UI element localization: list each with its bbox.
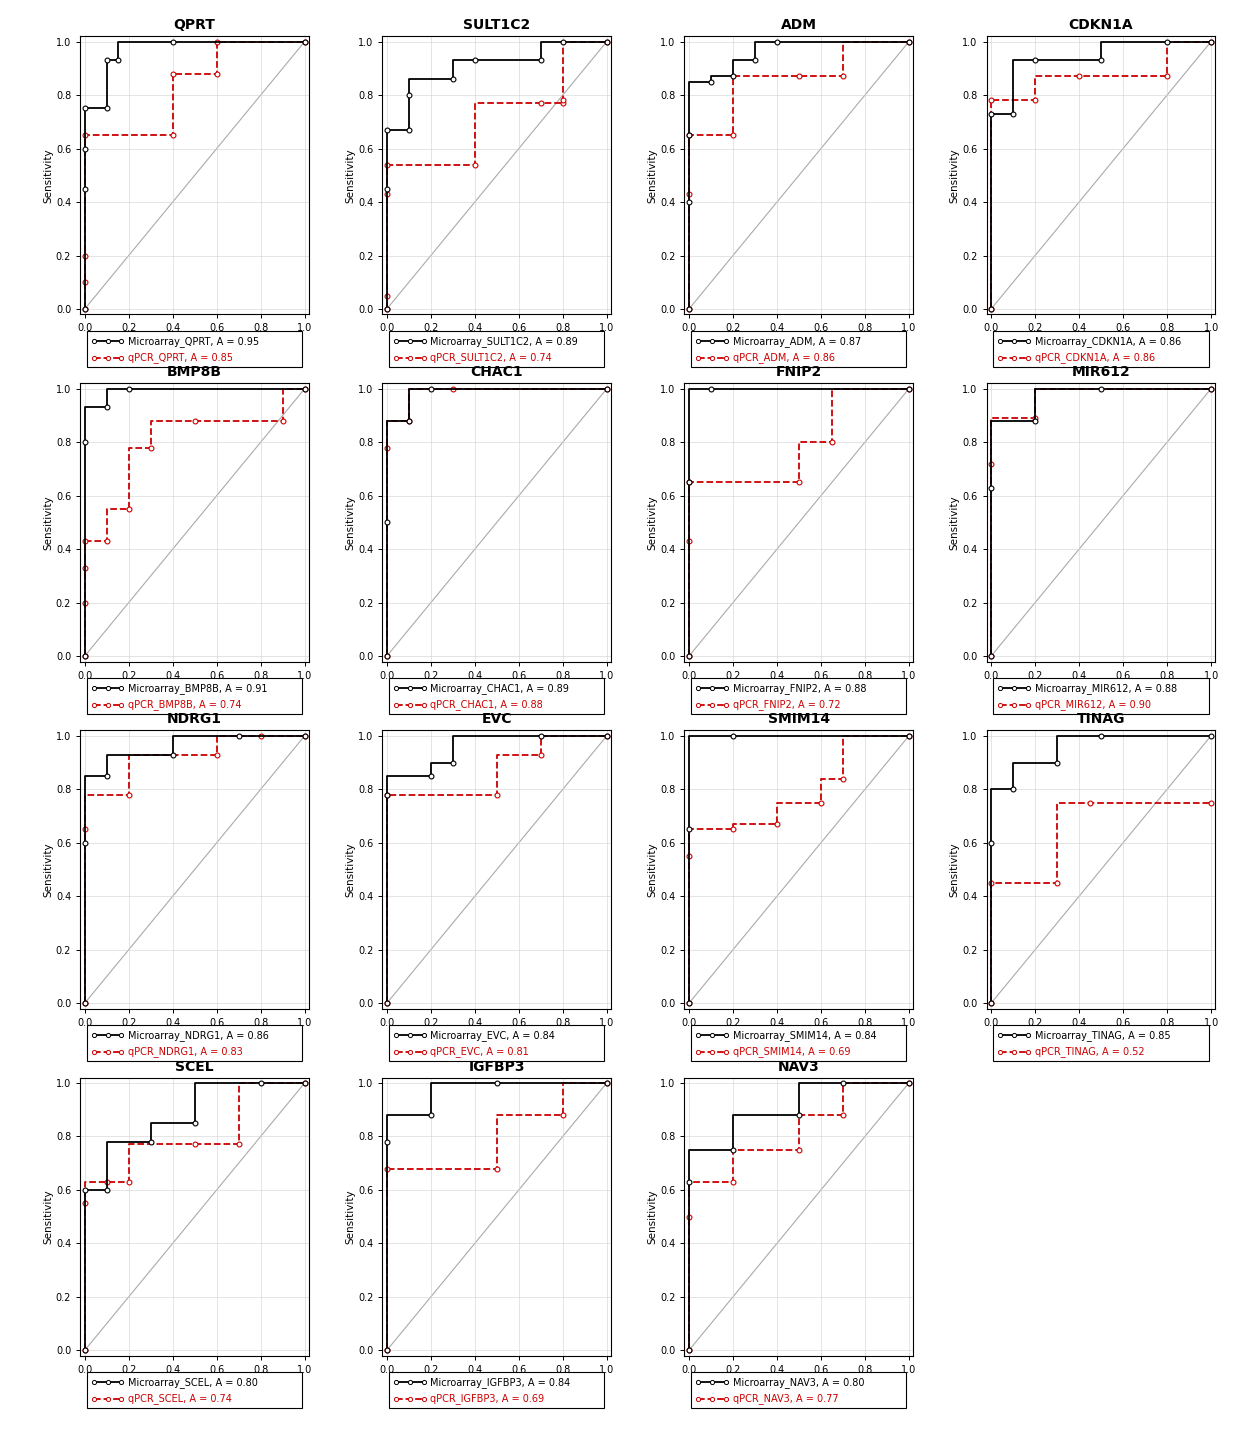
Bar — [389, 330, 605, 366]
Bar — [691, 330, 907, 366]
Title: SMIM14: SMIM14 — [768, 712, 830, 727]
Bar — [993, 678, 1208, 714]
Text: Microarray_QPRT, A = 0.95: Microarray_QPRT, A = 0.95 — [128, 336, 259, 346]
Text: Microarray_CDKN1A, A = 0.86: Microarray_CDKN1A, A = 0.86 — [1034, 336, 1181, 346]
X-axis label: 1 - Specificity: 1 - Specificity — [764, 1031, 834, 1041]
Y-axis label: Sensitivity: Sensitivity — [43, 843, 53, 896]
Bar — [389, 678, 605, 714]
Y-axis label: Sensitivity: Sensitivity — [949, 843, 959, 896]
Text: qPCR_EVC, A = 0.81: qPCR_EVC, A = 0.81 — [431, 1047, 529, 1057]
Title: NAV3: NAV3 — [779, 1060, 819, 1073]
Title: CDKN1A: CDKN1A — [1069, 19, 1133, 32]
X-axis label: 1 - Specificity: 1 - Specificity — [159, 1031, 231, 1041]
Text: Microarray_ADM, A = 0.87: Microarray_ADM, A = 0.87 — [733, 336, 861, 346]
Title: IGFBP3: IGFBP3 — [469, 1060, 524, 1073]
Title: ADM: ADM — [781, 19, 817, 32]
Y-axis label: Sensitivity: Sensitivity — [648, 495, 658, 550]
Text: Microarray_IGFBP3, A = 0.84: Microarray_IGFBP3, A = 0.84 — [431, 1377, 570, 1389]
Text: qPCR_MIR612, A = 0.90: qPCR_MIR612, A = 0.90 — [1034, 699, 1150, 710]
Text: qPCR_NAV3, A = 0.77: qPCR_NAV3, A = 0.77 — [733, 1393, 838, 1405]
Y-axis label: Sensitivity: Sensitivity — [648, 148, 658, 203]
X-axis label: 1 - Specificity: 1 - Specificity — [764, 1377, 834, 1387]
X-axis label: 1 - Specificity: 1 - Specificity — [764, 336, 834, 346]
Title: MIR612: MIR612 — [1071, 365, 1130, 379]
X-axis label: 1 - Specificity: 1 - Specificity — [1065, 683, 1137, 694]
Bar — [88, 1373, 302, 1409]
Title: QPRT: QPRT — [174, 19, 216, 32]
Bar — [389, 1373, 605, 1409]
Title: CHAC1: CHAC1 — [470, 365, 523, 379]
Y-axis label: Sensitivity: Sensitivity — [43, 148, 53, 203]
Y-axis label: Sensitivity: Sensitivity — [949, 148, 959, 203]
X-axis label: 1 - Specificity: 1 - Specificity — [1065, 336, 1137, 346]
X-axis label: 1 - Specificity: 1 - Specificity — [1065, 1031, 1137, 1041]
Text: qPCR_NDRG1, A = 0.83: qPCR_NDRG1, A = 0.83 — [128, 1047, 243, 1057]
Text: qPCR_IGFBP3, A = 0.69: qPCR_IGFBP3, A = 0.69 — [431, 1393, 544, 1405]
X-axis label: 1 - Specificity: 1 - Specificity — [159, 336, 231, 346]
Bar — [88, 1025, 302, 1061]
Text: qPCR_BMP8B, A = 0.74: qPCR_BMP8B, A = 0.74 — [128, 699, 242, 710]
X-axis label: 1 - Specificity: 1 - Specificity — [462, 1031, 532, 1041]
Text: Microarray_FNIP2, A = 0.88: Microarray_FNIP2, A = 0.88 — [733, 683, 866, 694]
Bar — [993, 1025, 1208, 1061]
Text: Microarray_SMIM14, A = 0.84: Microarray_SMIM14, A = 0.84 — [733, 1030, 876, 1041]
X-axis label: 1 - Specificity: 1 - Specificity — [764, 683, 834, 694]
Text: qPCR_ADM, A = 0.86: qPCR_ADM, A = 0.86 — [733, 352, 834, 363]
Text: Microarray_TINAG, A = 0.85: Microarray_TINAG, A = 0.85 — [1034, 1030, 1170, 1041]
Y-axis label: Sensitivity: Sensitivity — [648, 1189, 658, 1244]
X-axis label: 1 - Specificity: 1 - Specificity — [462, 683, 532, 694]
Bar — [691, 678, 907, 714]
Y-axis label: Sensitivity: Sensitivity — [346, 1189, 355, 1244]
X-axis label: 1 - Specificity: 1 - Specificity — [159, 1377, 231, 1387]
Text: Microarray_NAV3, A = 0.80: Microarray_NAV3, A = 0.80 — [733, 1377, 864, 1389]
Y-axis label: Sensitivity: Sensitivity — [949, 495, 959, 550]
Bar — [691, 1373, 907, 1409]
X-axis label: 1 - Specificity: 1 - Specificity — [462, 1377, 532, 1387]
Text: qPCR_CHAC1, A = 0.88: qPCR_CHAC1, A = 0.88 — [431, 699, 543, 710]
Bar — [88, 330, 302, 366]
Title: FNIP2: FNIP2 — [776, 365, 822, 379]
Text: qPCR_SULT1C2, A = 0.74: qPCR_SULT1C2, A = 0.74 — [431, 352, 552, 363]
Title: SCEL: SCEL — [175, 1060, 213, 1073]
Title: NDRG1: NDRG1 — [167, 712, 222, 727]
Bar — [993, 330, 1208, 366]
Y-axis label: Sensitivity: Sensitivity — [43, 1189, 53, 1244]
Bar — [389, 1025, 605, 1061]
Text: Microarray_MIR612, A = 0.88: Microarray_MIR612, A = 0.88 — [1034, 683, 1177, 694]
Y-axis label: Sensitivity: Sensitivity — [43, 495, 53, 550]
Title: SULT1C2: SULT1C2 — [463, 19, 531, 32]
Text: Microarray_NDRG1, A = 0.86: Microarray_NDRG1, A = 0.86 — [128, 1030, 269, 1041]
Bar — [88, 678, 302, 714]
X-axis label: 1 - Specificity: 1 - Specificity — [159, 683, 231, 694]
Title: BMP8B: BMP8B — [167, 365, 222, 379]
Y-axis label: Sensitivity: Sensitivity — [346, 495, 355, 550]
Y-axis label: Sensitivity: Sensitivity — [346, 148, 355, 203]
Text: qPCR_SMIM14, A = 0.69: qPCR_SMIM14, A = 0.69 — [733, 1047, 850, 1057]
Text: qPCR_CDKN1A, A = 0.86: qPCR_CDKN1A, A = 0.86 — [1034, 352, 1155, 363]
Text: qPCR_SCEL, A = 0.74: qPCR_SCEL, A = 0.74 — [128, 1393, 232, 1405]
Text: Microarray_CHAC1, A = 0.89: Microarray_CHAC1, A = 0.89 — [431, 683, 569, 694]
Y-axis label: Sensitivity: Sensitivity — [648, 843, 658, 896]
Text: Microarray_SULT1C2, A = 0.89: Microarray_SULT1C2, A = 0.89 — [431, 336, 579, 346]
Title: EVC: EVC — [481, 712, 512, 727]
Text: Microarray_BMP8B, A = 0.91: Microarray_BMP8B, A = 0.91 — [128, 683, 268, 694]
Title: TINAG: TINAG — [1077, 712, 1125, 727]
Text: qPCR_QPRT, A = 0.85: qPCR_QPRT, A = 0.85 — [128, 352, 233, 363]
Text: qPCR_TINAG, A = 0.52: qPCR_TINAG, A = 0.52 — [1034, 1047, 1144, 1057]
Bar — [691, 1025, 907, 1061]
Y-axis label: Sensitivity: Sensitivity — [346, 843, 355, 896]
Text: Microarray_SCEL, A = 0.80: Microarray_SCEL, A = 0.80 — [128, 1377, 258, 1389]
X-axis label: 1 - Specificity: 1 - Specificity — [462, 336, 532, 346]
Text: qPCR_FNIP2, A = 0.72: qPCR_FNIP2, A = 0.72 — [733, 699, 840, 710]
Text: Microarray_EVC, A = 0.84: Microarray_EVC, A = 0.84 — [431, 1030, 555, 1041]
